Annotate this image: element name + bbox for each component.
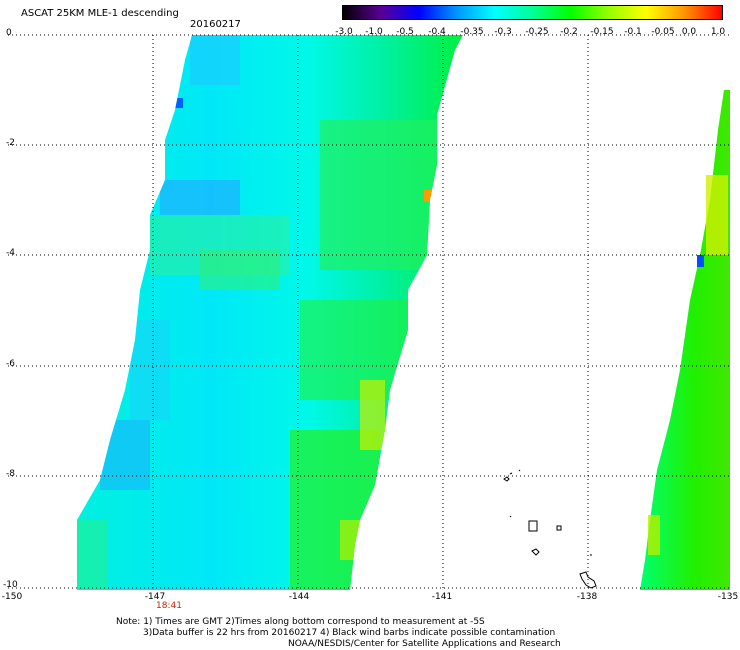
colorbar-label: -3.0: [335, 27, 353, 37]
x-tick-label: -147: [144, 592, 166, 602]
x-tick-label: -135: [717, 592, 739, 602]
colorbar-label: -0.4: [428, 27, 446, 37]
colorbar-label: -0.25: [525, 27, 549, 37]
time-label: 18:41: [156, 601, 182, 611]
note-line-2: 3)Data buffer is 22 hrs from 20160217 4)…: [143, 628, 556, 638]
x-tick-label: -138: [576, 592, 598, 602]
swath-secondary-highlight: [706, 175, 728, 255]
colorbar-label: -0.2: [560, 27, 578, 37]
note-line-1: Note: 1) Times are GMT 2)Times along bot…: [116, 617, 485, 627]
note-line-3: NOAA/NESDIS/Center for Satellite Applica…: [288, 639, 561, 649]
y-tick-label: -8: [6, 469, 15, 479]
map-title: ASCAT 25KM MLE-1 descending: [21, 8, 179, 19]
y-tick-label: 0: [6, 28, 12, 38]
colorbar-label: -0.15: [590, 27, 614, 37]
x-tick-label: -141: [431, 592, 453, 602]
swath-secondary-cell: [648, 515, 660, 555]
gridlines: [8, 34, 730, 589]
y-tick-label: -10: [3, 580, 18, 590]
y-tick-label: -4: [6, 248, 15, 258]
island-outlines: [503, 469, 597, 589]
colorbar-label: -0.35: [460, 27, 484, 37]
colorbar-label: 1.0: [710, 27, 726, 37]
map-date: 20160217: [190, 19, 241, 30]
y-tick-label: -2: [6, 138, 15, 148]
y-tick-label: -6: [6, 359, 15, 369]
colorbar-label: -0.3: [494, 27, 512, 37]
colorbar: [342, 5, 723, 20]
colorbar-label: -0.1: [624, 27, 642, 37]
colorbar-label: 0.0: [681, 27, 697, 37]
x-tick-label: -150: [1, 592, 23, 602]
colorbar-label: -1.0: [365, 27, 383, 37]
x-tick-label: -144: [288, 592, 310, 602]
colorbar-label: -0.05: [651, 27, 675, 37]
colorbar-label: -0.5: [396, 27, 414, 37]
swath-secondary-cell: [697, 255, 704, 267]
